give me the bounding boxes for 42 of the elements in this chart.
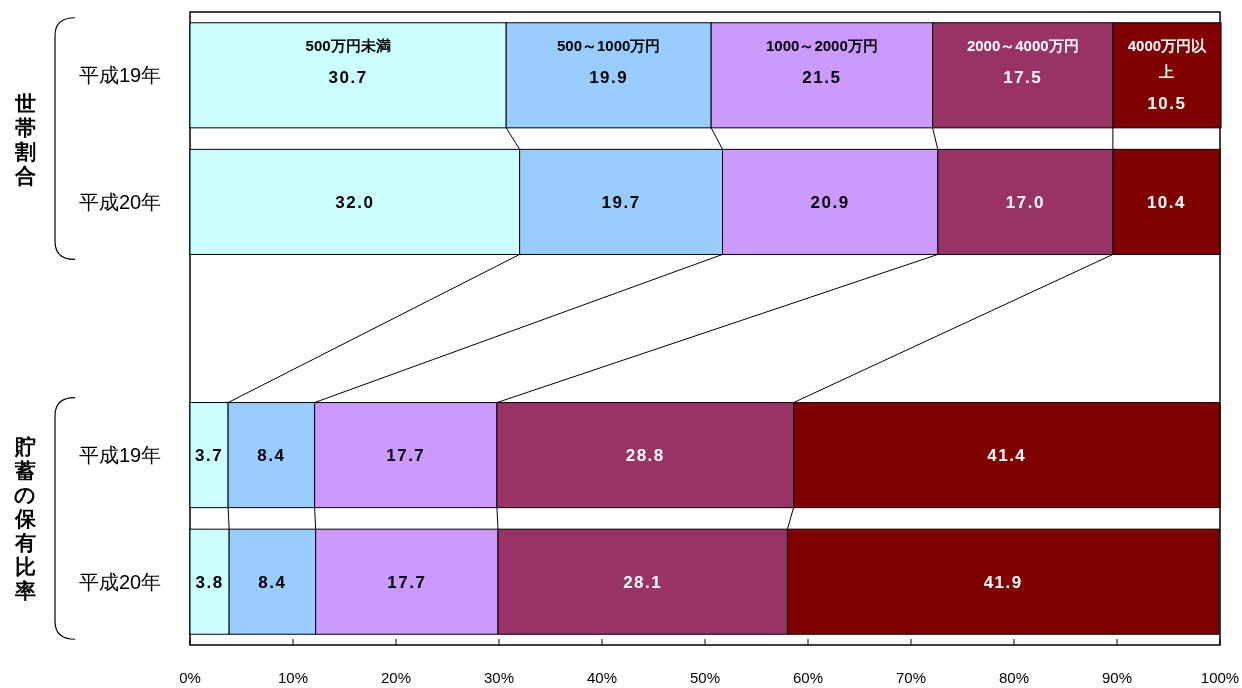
series-label: 4000万円以上 bbox=[1127, 36, 1208, 80]
x-tick-label: 10% bbox=[277, 669, 309, 686]
x-tick-label: 50% bbox=[689, 669, 721, 686]
data-label: 41.4 bbox=[987, 446, 1027, 466]
text: 貯蓄の保有比率 bbox=[13, 435, 37, 603]
data-label: 17.0 bbox=[1005, 192, 1045, 212]
data-label: 21.5 bbox=[802, 67, 842, 87]
data-label: 17.7 bbox=[387, 572, 427, 592]
data-label: 8.4 bbox=[258, 572, 287, 592]
x-tick-label: 20% bbox=[380, 669, 412, 686]
series-label: 500～1000万円 bbox=[556, 36, 661, 54]
data-label: 30.7 bbox=[328, 67, 368, 87]
data-label: 28.1 bbox=[623, 572, 663, 592]
y-tick-label: 平成19年 bbox=[78, 64, 162, 87]
data-label: 17.5 bbox=[1003, 67, 1043, 87]
x-tick-label: 90% bbox=[1101, 669, 1133, 686]
x-tick-label: 30% bbox=[483, 669, 515, 686]
x-tick-label: 80% bbox=[998, 669, 1030, 686]
text: 世帯割合 bbox=[13, 91, 36, 187]
x-tick-label: 70% bbox=[895, 669, 927, 686]
data-label: 19.9 bbox=[589, 67, 629, 87]
data-label: 28.8 bbox=[625, 446, 665, 466]
data-label: 3.8 bbox=[195, 572, 224, 592]
data-label: 20.9 bbox=[810, 192, 850, 212]
y-tick-label: 平成19年 bbox=[78, 444, 162, 467]
data-label: 8.4 bbox=[257, 446, 286, 466]
data-label: 10.5 bbox=[1147, 93, 1187, 113]
series-label: 1000～2000万円 bbox=[766, 36, 878, 54]
data-label: 41.9 bbox=[983, 572, 1023, 592]
data-label: 19.7 bbox=[601, 192, 641, 212]
y-tick-label: 平成20年 bbox=[78, 570, 162, 593]
x-tick-label: 60% bbox=[792, 669, 824, 686]
y-tick-label: 平成20年 bbox=[78, 190, 162, 213]
data-label: 17.7 bbox=[386, 446, 426, 466]
x-tick-label: 0% bbox=[179, 669, 201, 686]
x-tick-label: 40% bbox=[586, 669, 618, 686]
series-label: 2000～4000万円 bbox=[966, 36, 1079, 54]
data-label: 32.0 bbox=[335, 192, 375, 212]
data-label: 3.7 bbox=[194, 446, 224, 466]
data-label: 10.4 bbox=[1146, 192, 1186, 212]
x-tick-label: 100% bbox=[1200, 669, 1240, 686]
series-label: 500万円未満 bbox=[305, 36, 391, 54]
